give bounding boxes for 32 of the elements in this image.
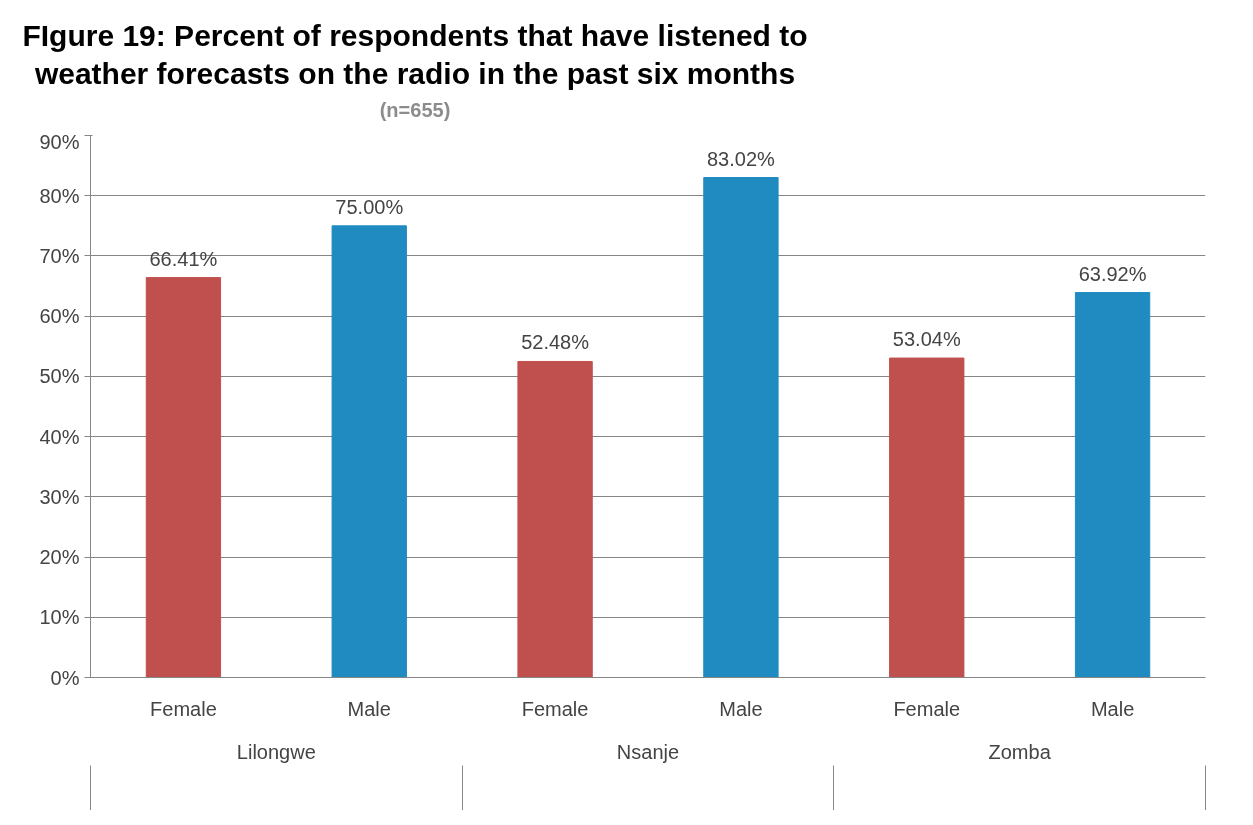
data-label: 52.48%: [521, 331, 590, 354]
text: Nsanje: [616, 740, 680, 763]
bar: [145, 276, 222, 678]
y-tick-label: 0%: [50, 666, 80, 689]
data-label: 63.92%: [1078, 262, 1147, 285]
y-tick-label: 70%: [39, 244, 80, 267]
x-tick-label: Male: [1090, 697, 1135, 720]
data-label: 83.02%: [707, 147, 776, 170]
text: Zomba: [988, 740, 1052, 763]
text: Lilongwe: [236, 740, 316, 763]
bar: [703, 176, 779, 678]
y-tick-label: 90%: [39, 130, 80, 153]
chart-title: FIgure 19: Percent of respondents that have listened to weather forecasts on the radio in the past six months: [21, 18, 809, 92]
bar: [517, 360, 593, 678]
y-tick-label: 50%: [39, 364, 80, 387]
bar: [1074, 291, 1151, 678]
x-tick-label: Male: [347, 697, 391, 720]
y-tick-label: 80%: [39, 184, 80, 207]
bar: [331, 224, 407, 678]
bar: [889, 357, 965, 678]
y-tick-label: 30%: [39, 485, 80, 508]
x-tick-label: Female: [893, 697, 961, 720]
y-tick-label: 40%: [39, 425, 80, 448]
chart-subtitle: (n=655): [378, 98, 452, 123]
y-tick-label: 20%: [39, 545, 80, 568]
data-label: 53.04%: [892, 327, 961, 350]
data-label: 75.00%: [335, 195, 404, 218]
y-tick-label: 10%: [39, 605, 80, 628]
x-tick-label: Female: [150, 697, 217, 720]
x-tick-label: Male: [719, 697, 763, 720]
x-tick-label: Female: [521, 697, 589, 720]
y-tick-label: 60%: [39, 304, 80, 327]
